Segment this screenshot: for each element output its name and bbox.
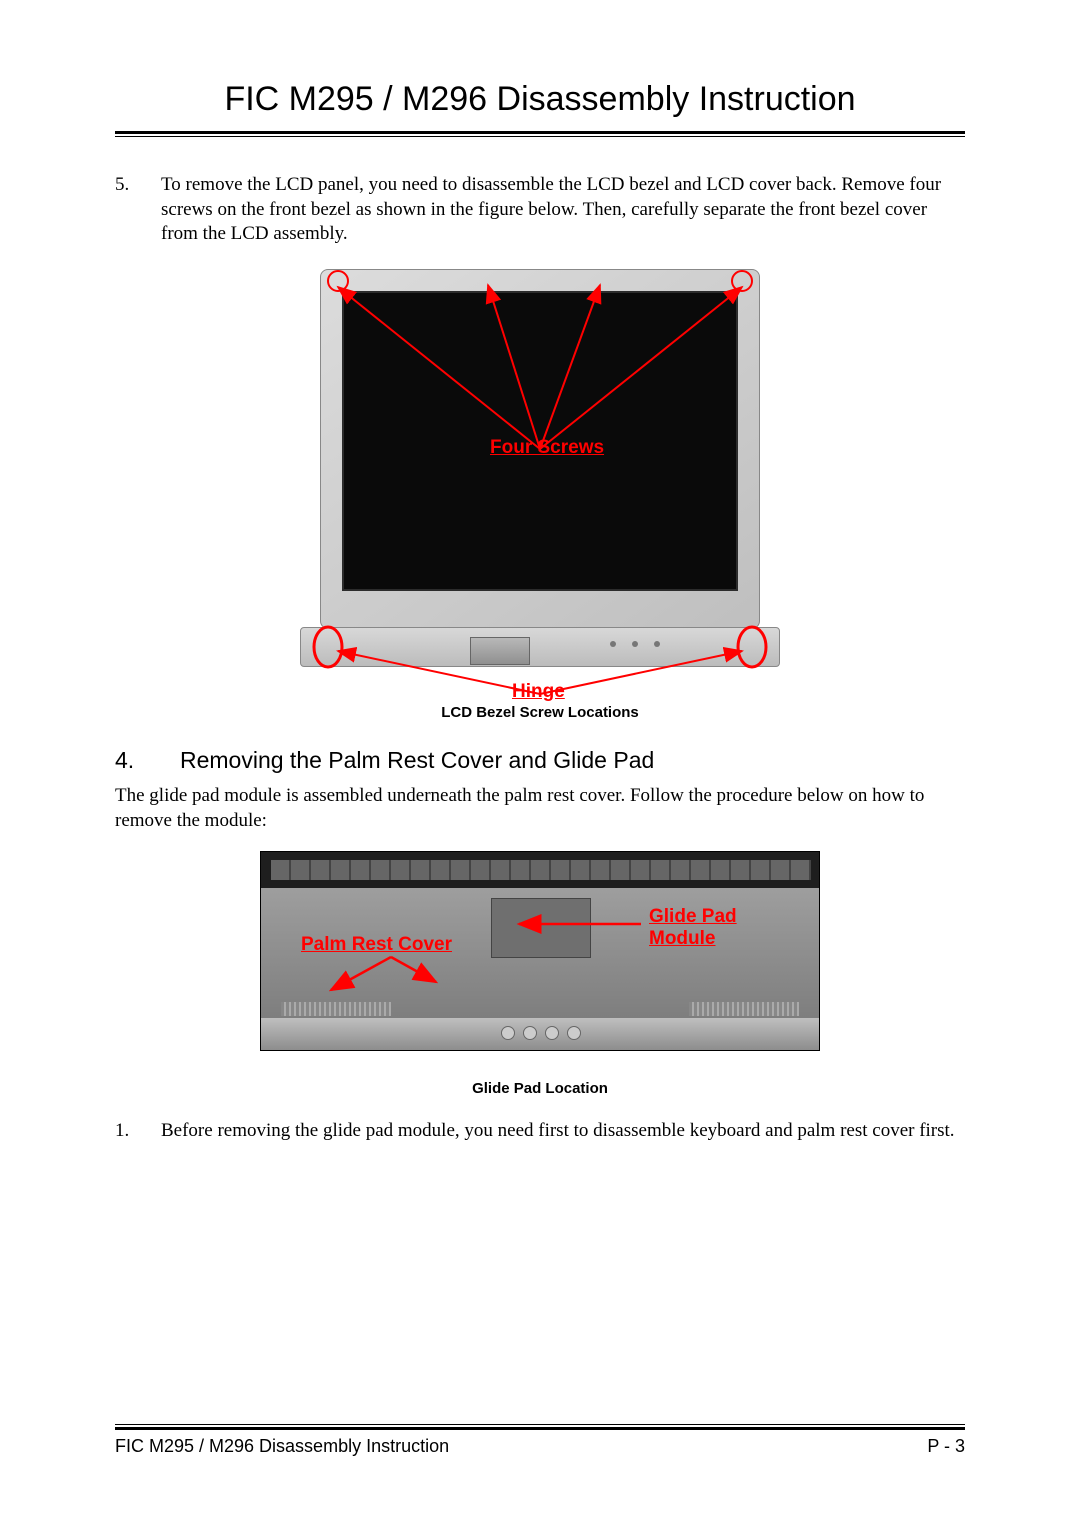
annotation-overlay-1 — [300, 269, 780, 709]
figure-lcd-bezel: Four Screws Hinge LCD Bezel Screw Locati… — [115, 269, 965, 721]
footer-rule-thick — [115, 1427, 965, 1430]
label-hinge: Hinge — [512, 681, 565, 703]
footer-right: P - 3 — [927, 1436, 965, 1457]
label-glide-line1: Glide Pad — [649, 906, 737, 927]
section-title: Removing the Palm Rest Cover and Glide P… — [180, 747, 654, 774]
step-text: To remove the LCD panel, you need to dis… — [161, 173, 965, 247]
label-four-screws: Four Screws — [490, 437, 604, 459]
label-palm-rest-cover: Palm Rest Cover — [301, 934, 452, 956]
step-number: 5. — [115, 173, 161, 247]
section-4-intro: The glide pad module is assembled undern… — [115, 784, 965, 833]
rule-thin — [115, 136, 965, 137]
step-number: 1. — [115, 1119, 161, 1144]
step-5: 5. To remove the LCD panel, you need to … — [115, 173, 965, 247]
step-1: 1. Before removing the glide pad module,… — [115, 1119, 965, 1144]
figure2-caption: Glide Pad Location — [115, 1080, 965, 1097]
figure-glide-pad: Palm Rest Cover Glide Pad Module Glide P… — [115, 851, 965, 1097]
footer-rule-thin — [115, 1424, 965, 1425]
step-text: Before removing the glide pad module, yo… — [161, 1119, 965, 1144]
label-glide-pad-module: Glide Pad Module — [649, 906, 737, 950]
label-glide-line2: Module — [649, 928, 716, 949]
section-4-heading: 4. Removing the Palm Rest Cover and Glid… — [115, 747, 965, 774]
footer-left: FIC M295 / M296 Disassembly Instruction — [115, 1436, 449, 1457]
page-title: FIC M295 / M296 Disassembly Instruction — [115, 80, 965, 131]
page-footer: FIC M295 / M296 Disassembly Instruction … — [115, 1424, 965, 1457]
section-number: 4. — [115, 747, 180, 774]
rule-thick — [115, 131, 965, 134]
